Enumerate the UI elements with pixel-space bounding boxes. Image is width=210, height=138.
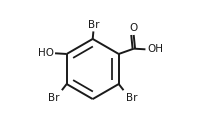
- Text: O: O: [130, 22, 138, 33]
- Text: Br: Br: [48, 93, 59, 103]
- Text: Br: Br: [126, 93, 138, 103]
- Text: Br: Br: [88, 20, 99, 30]
- Text: OH: OH: [147, 44, 163, 54]
- Text: HO: HO: [38, 48, 54, 58]
